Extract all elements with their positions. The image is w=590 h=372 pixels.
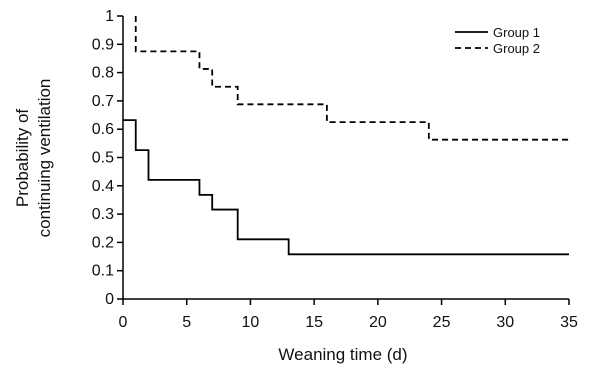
y-tick-label: 0.1	[92, 263, 114, 280]
x-axis-title: Weaning time (d)	[278, 345, 407, 364]
x-tick-label: 0	[119, 314, 128, 331]
y-tick-label: 1	[105, 8, 114, 25]
x-tick-label: 20	[369, 314, 387, 331]
y-axis-ticks: 0 0.1 0.2 0.3 0.4 0.5 0.6 0.7 0.8 0.9 1	[92, 8, 123, 308]
y-tick-label: 0.3	[92, 206, 114, 223]
x-tick-label: 25	[433, 314, 451, 331]
y-tick-label: 0.5	[92, 150, 114, 167]
x-tick-label: 10	[242, 314, 260, 331]
series-line-group-2	[134, 16, 569, 141]
series-line-group-1	[123, 119, 569, 256]
series-layer	[123, 16, 569, 256]
y-tick-label: 0.7	[92, 93, 114, 110]
y-tick-label: 0.8	[92, 65, 114, 82]
legend-label-group-1: Group 1	[493, 25, 540, 40]
x-tick-label: 5	[182, 314, 191, 331]
x-tick-label: 15	[305, 314, 323, 331]
legend: Group 1 Group 2	[455, 25, 540, 56]
legend-label-group-2: Group 2	[493, 41, 540, 56]
x-tick-label: 30	[496, 314, 514, 331]
y-axis-title-line-2: continuing ventilation	[35, 79, 54, 238]
y-tick-label: 0.6	[92, 121, 114, 138]
y-tick-label: 0.2	[92, 234, 114, 251]
y-tick-label: 0.4	[92, 178, 114, 195]
y-tick-label: 0	[105, 291, 114, 308]
y-tick-label: 0.9	[92, 36, 114, 53]
x-tick-label: 35	[560, 314, 578, 331]
x-axis-ticks: 0 5 10 15 20 25 30 35	[119, 299, 578, 331]
y-axis-title-line-1: Probability of	[13, 109, 32, 208]
